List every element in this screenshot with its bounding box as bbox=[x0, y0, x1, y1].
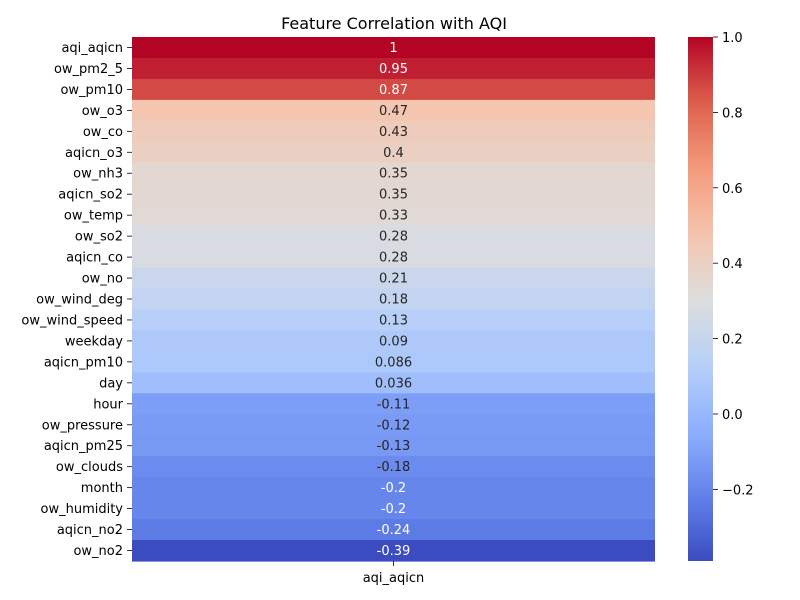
cell-annotation: 0.47 bbox=[379, 104, 408, 119]
heatmap-cell bbox=[132, 414, 655, 436]
row-tick-label: month bbox=[81, 481, 123, 496]
heatmap-cell bbox=[132, 57, 655, 80]
cell-annotation: 0.33 bbox=[379, 209, 408, 224]
heatmap-cell bbox=[132, 309, 655, 332]
row-tick-label: aqicn_co bbox=[66, 251, 123, 266]
heatmap-cell bbox=[132, 162, 655, 185]
row-tick-label: ow_no bbox=[82, 272, 123, 287]
heatmap-cell bbox=[132, 540, 655, 562]
cell-annotation: 0.28 bbox=[379, 251, 408, 266]
row-tick-label: ow_pressure bbox=[42, 418, 123, 433]
colorbar-tick-label: 0.2 bbox=[722, 333, 743, 348]
row-tick-label: hour bbox=[93, 397, 123, 412]
heatmap-cell bbox=[132, 246, 655, 269]
row-tick-label: ow_so2 bbox=[75, 230, 123, 245]
cell-annotation: 0.13 bbox=[379, 313, 408, 328]
colorbar-tick-label: 0.8 bbox=[722, 106, 743, 121]
cell-annotation: 0.21 bbox=[379, 272, 408, 287]
column-tick-label: aqi_aqicn bbox=[363, 571, 425, 586]
cell-annotation: -0.24 bbox=[377, 523, 411, 538]
row-labels: aqi_aqicn ow_pm2_5 ow_pm10 ow_o3 ow_co aqicn_… bbox=[21, 41, 132, 559]
row-tick-label: aqicn_so2 bbox=[58, 188, 123, 203]
row-tick-label: ow_temp bbox=[64, 209, 123, 224]
colorbar-tick-label: 0.6 bbox=[722, 182, 743, 197]
row-tick-label: day bbox=[99, 376, 123, 391]
row-tick-label: ow_clouds bbox=[56, 460, 123, 475]
heatmap-cell bbox=[132, 435, 655, 457]
heatmap-cell bbox=[132, 99, 655, 122]
heatmap-cell bbox=[132, 351, 655, 373]
colorbar: 1.0 0.8 0.6 0.4 0.2 0.0 −0.2 bbox=[688, 31, 754, 561]
row-tick-label: ow_pm10 bbox=[60, 83, 123, 98]
row-tick-label: aqicn_pm25 bbox=[44, 439, 123, 454]
heatmap-cell bbox=[132, 288, 655, 311]
colorbar-tick-label: 0.4 bbox=[722, 257, 743, 272]
cell-annotation: 0.43 bbox=[379, 125, 408, 140]
chart-title: Feature Correlation with AQI bbox=[281, 14, 507, 33]
row-tick-label: aqicn_pm10 bbox=[44, 355, 123, 370]
heatmap-cell bbox=[132, 78, 655, 101]
cell-annotation: 0.87 bbox=[379, 83, 408, 98]
row-tick-label: ow_wind_deg bbox=[36, 293, 123, 308]
heatmap-cell bbox=[132, 267, 655, 290]
heatmap-cell bbox=[132, 498, 655, 520]
row-tick-label: ow_co bbox=[83, 125, 123, 140]
row-tick-label: aqicn_no2 bbox=[57, 523, 123, 538]
cell-annotation: 0.28 bbox=[379, 230, 408, 245]
cell-annotation: -0.11 bbox=[377, 397, 411, 412]
heatmap-cell bbox=[132, 183, 655, 206]
row-tick-label: ow_nh3 bbox=[73, 167, 123, 182]
column-labels: aqi_aqicn bbox=[363, 561, 425, 586]
heatmap-cell bbox=[132, 519, 655, 541]
heatmap-cell bbox=[132, 456, 655, 478]
row-tick-label: ow_no2 bbox=[73, 544, 123, 559]
cell-annotation: 0.036 bbox=[375, 376, 412, 391]
colorbar-gradient bbox=[688, 37, 713, 561]
heatmap-cell bbox=[132, 372, 655, 394]
heatmap-cell bbox=[132, 393, 655, 415]
cell-annotation: 1 bbox=[389, 41, 397, 56]
cell-annotation: -0.12 bbox=[377, 418, 411, 433]
colorbar-tick-label: 1.0 bbox=[722, 31, 743, 46]
cell-annotation: 0.35 bbox=[379, 188, 408, 203]
cell-annotation: -0.39 bbox=[377, 544, 411, 559]
row-tick-label: weekday bbox=[65, 334, 123, 349]
row-tick-label: aqicn_o3 bbox=[65, 146, 123, 161]
row-tick-label: ow_wind_speed bbox=[21, 313, 123, 328]
heatmap-cell bbox=[132, 120, 655, 143]
row-tick-label: ow_humidity bbox=[41, 502, 124, 517]
cell-annotation: 0.18 bbox=[379, 293, 408, 308]
cell-annotation: -0.2 bbox=[381, 481, 406, 496]
heatmap-cell bbox=[132, 225, 655, 248]
cell-annotation: 0.086 bbox=[375, 355, 412, 370]
cell-annotation: -0.2 bbox=[381, 502, 406, 517]
heatmap-cell bbox=[132, 204, 655, 227]
colorbar-tick-label: −0.2 bbox=[722, 483, 754, 498]
colorbar-tick-label: 0.0 bbox=[722, 408, 743, 423]
row-tick-label: ow_pm2_5 bbox=[54, 62, 123, 77]
cell-annotation: -0.18 bbox=[377, 460, 411, 475]
row-tick-label: aqi_aqicn bbox=[61, 41, 123, 56]
heatmap-cell bbox=[132, 330, 655, 352]
heatmap-cell bbox=[132, 477, 655, 499]
cell-annotation: 0.95 bbox=[379, 62, 408, 77]
heatmap-cells: 1 0.95 0.87 0.47 0.43 0.4 0.35 0.35 0.33 0.28 0.28… bbox=[132, 37, 655, 562]
cell-annotation: 0.35 bbox=[379, 167, 408, 182]
row-tick-label: ow_o3 bbox=[82, 104, 123, 119]
cell-annotation: 0.4 bbox=[383, 146, 404, 161]
cell-annotation: 0.09 bbox=[379, 334, 408, 349]
heatmap-cell bbox=[132, 37, 655, 59]
heatmap-cell bbox=[132, 141, 655, 164]
cell-annotation: -0.13 bbox=[377, 439, 411, 454]
